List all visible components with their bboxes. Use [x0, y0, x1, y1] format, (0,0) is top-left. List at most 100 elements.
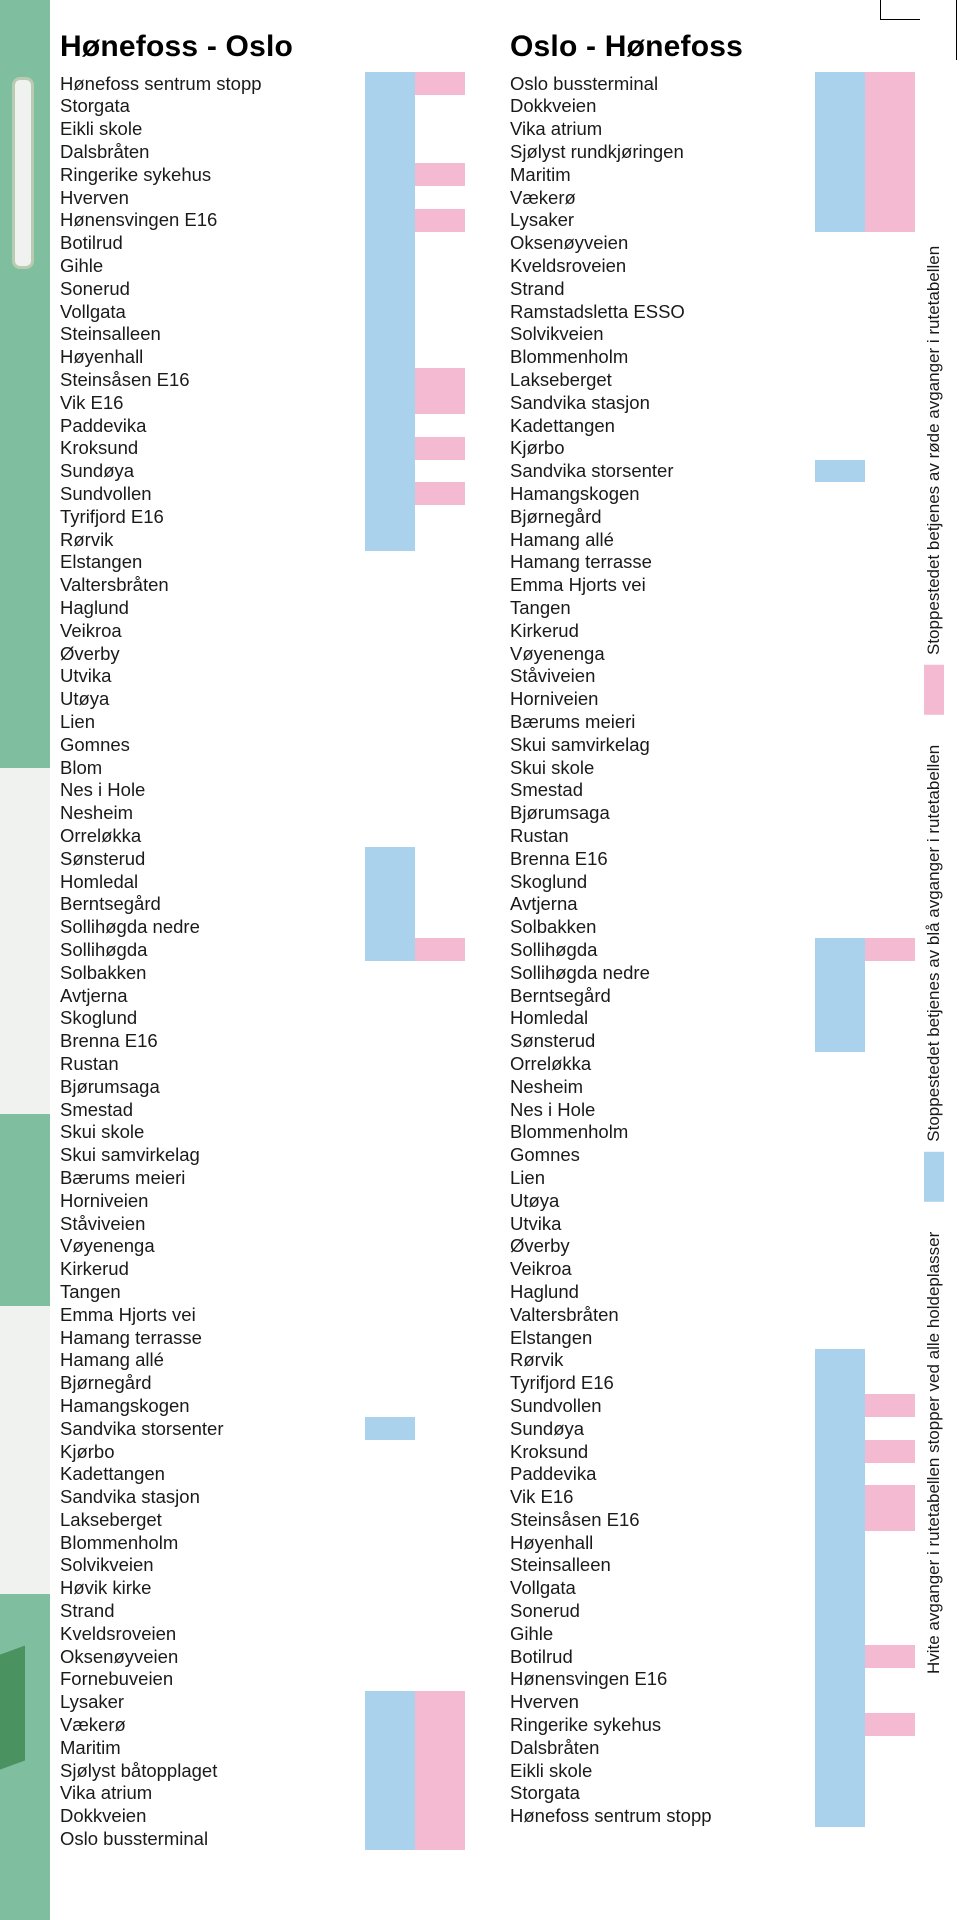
stop-swatches [815, 1075, 920, 1098]
stop-swatches [365, 1805, 470, 1828]
stop-swatches [365, 1417, 470, 1440]
stop-name: Vøyenenga [60, 1236, 365, 1255]
stop-name: Homledal [60, 872, 365, 891]
blue-swatch [815, 323, 865, 346]
pink-swatch [415, 1577, 465, 1600]
blue-swatch [365, 642, 415, 665]
stop-swatches [365, 460, 470, 483]
pink-swatch [415, 163, 465, 186]
stop-name: Bjørumsaga [60, 1077, 365, 1096]
pink-swatch [415, 551, 465, 574]
stop-row: Skui skole [60, 1121, 470, 1144]
stop-swatches [365, 95, 470, 118]
stop-swatches [815, 1394, 920, 1417]
stop-name: Nesheim [510, 1077, 815, 1096]
stop-name: Rørvik [60, 530, 365, 549]
blue-swatch [365, 619, 415, 642]
stop-name: Sollihøgda [510, 940, 815, 959]
pink-swatch [865, 1599, 915, 1622]
pink-swatch [865, 1029, 915, 1052]
blue-swatch [815, 710, 865, 733]
stop-row: Sundvollen [60, 482, 470, 505]
legend-blue-label: Stoppestedet betjenes av blå avganger i … [924, 745, 944, 1142]
blue-swatch [365, 346, 415, 369]
stop-name: Tangen [510, 598, 815, 617]
pink-swatch [865, 1668, 915, 1691]
stop-swatches [365, 1531, 470, 1554]
blue-swatch [815, 596, 865, 619]
stop-name: Kjørbo [510, 438, 815, 457]
stop-swatches [365, 915, 470, 938]
stop-row: Tangen [510, 596, 920, 619]
stop-row: Steinsåsen E16 [510, 1508, 920, 1531]
blue-swatch [815, 414, 865, 437]
stop-swatches [365, 414, 470, 437]
stop-name: Hamangskogen [510, 484, 815, 503]
stop-row: Sonerud [510, 1599, 920, 1622]
pink-swatch [865, 346, 915, 369]
stop-swatches [815, 1645, 920, 1668]
stop-name: Solvikveien [60, 1555, 365, 1574]
stop-name: Øverby [510, 1236, 815, 1255]
stop-swatches [815, 1052, 920, 1075]
stop-name: Vøyenenga [510, 644, 815, 663]
stop-row: Strand [510, 277, 920, 300]
pink-swatch [415, 665, 465, 688]
pink-swatch [415, 1691, 465, 1714]
stop-name: Sandvika storsenter [510, 461, 815, 480]
stop-name: Solvikveien [510, 324, 815, 343]
stop-name: Lien [510, 1168, 815, 1187]
stop-name: Bjørumsaga [510, 803, 815, 822]
pink-swatch [865, 1166, 915, 1189]
stop-row: Lakseberget [510, 368, 920, 391]
stop-swatches [365, 802, 470, 825]
blue-swatch [815, 938, 865, 961]
stop-name: Horniveien [510, 689, 815, 708]
stop-swatches [815, 1485, 920, 1508]
stop-name: Oslo bussterminal [510, 74, 815, 93]
blue-swatch [365, 1736, 415, 1759]
stop-row: Berntsegård [510, 984, 920, 1007]
blue-swatch [815, 391, 865, 414]
stop-name: Elstangen [510, 1328, 815, 1347]
stop-swatches [815, 277, 920, 300]
pink-swatch [865, 323, 915, 346]
pink-swatch [415, 1189, 465, 1212]
pink-swatch [865, 1349, 915, 1372]
pink-swatch [415, 1280, 465, 1303]
stop-name: Utøya [60, 689, 365, 708]
blue-swatch [365, 1189, 415, 1212]
blue-swatch [815, 779, 865, 802]
stop-row: Steinsalleen [60, 323, 470, 346]
stop-name: Brenna E16 [60, 1031, 365, 1050]
stop-row: Ståviveien [60, 1212, 470, 1235]
stop-row: Vika atrium [510, 118, 920, 141]
pink-swatch [415, 254, 465, 277]
stop-swatches [815, 505, 920, 528]
stop-row: Orreløkka [60, 824, 470, 847]
stop-name: Hamang allé [510, 530, 815, 549]
blue-swatch [365, 938, 415, 961]
blue-swatch [365, 1121, 415, 1144]
blue-swatch [815, 140, 865, 163]
stop-row: Homledal [510, 1007, 920, 1030]
pink-swatch [415, 323, 465, 346]
pink-swatch [865, 232, 915, 255]
stop-swatches [365, 1075, 470, 1098]
stop-row: Kjørbo [510, 437, 920, 460]
pink-swatch [415, 391, 465, 414]
stop-swatches [365, 1668, 470, 1691]
stop-row: Rustan [60, 1052, 470, 1075]
stop-row: Blommenholm [510, 346, 920, 369]
pink-swatch [415, 277, 465, 300]
stop-name: Orreløkka [510, 1054, 815, 1073]
stop-row: Vækerø [510, 186, 920, 209]
pink-swatch [865, 1189, 915, 1212]
blue-swatch [365, 1371, 415, 1394]
pink-swatch [415, 802, 465, 825]
stop-name: Lysaker [60, 1692, 365, 1711]
pink-swatch [415, 961, 465, 984]
blue-swatch [815, 1531, 865, 1554]
pink-swatch [865, 1143, 915, 1166]
pink-swatch [415, 140, 465, 163]
